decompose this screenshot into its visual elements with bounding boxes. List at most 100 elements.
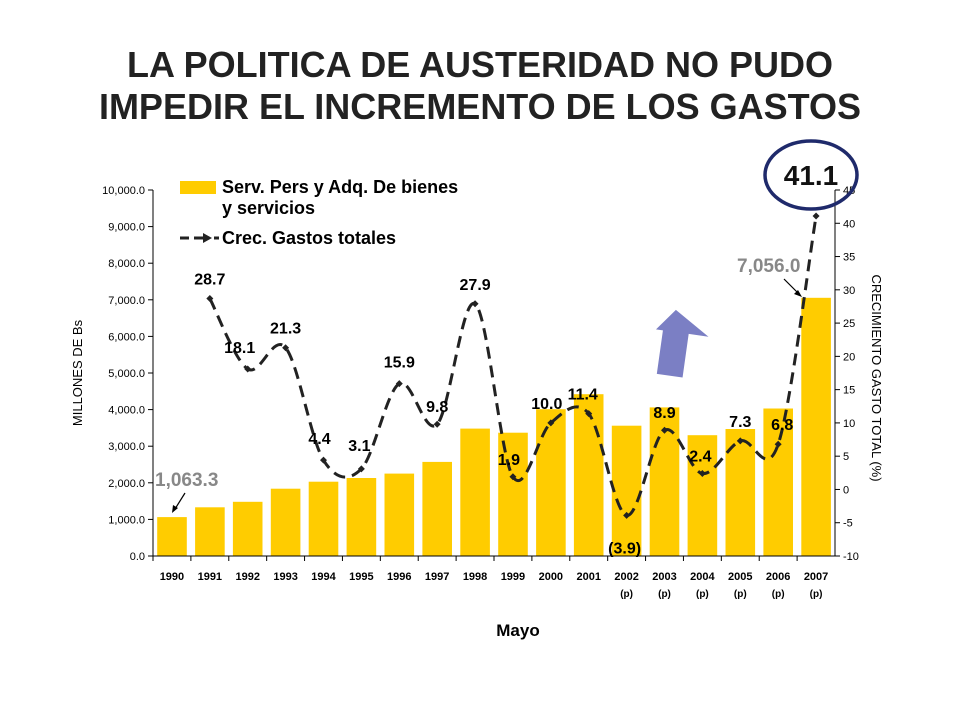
x-tick-label-2000: 2000 [539, 571, 563, 583]
legend-label-bar-line1: Serv. Pers y Adq. De bienes [222, 177, 458, 197]
bar-1992 [232, 501, 263, 556]
growth-label-2001: 11.4 [568, 387, 598, 404]
x-tick-label-2002: 2002 [614, 571, 638, 583]
x-axis-title: Mayo [496, 621, 539, 640]
growth-label-1998: 27.9 [460, 277, 491, 294]
page-title: LA POLITICA DE AUSTERIDAD NO PUDO IMPEDI… [0, 44, 960, 128]
y-tick-label: 2,000.0 [108, 478, 145, 490]
x-tick-label-1990: 1990 [160, 571, 184, 583]
growth-point-2006 [774, 440, 782, 448]
y2-tick-label: 40 [843, 218, 855, 230]
y-tick-label: 8,000.0 [108, 258, 145, 270]
legend-swatch-marker [203, 233, 212, 243]
growth-label-1997: 9.8 [426, 399, 448, 416]
x-tick-label-2005: 2005 [728, 571, 752, 583]
y-tick-label: 3,000.0 [108, 441, 145, 453]
x-tick-label-2006: 2006 [766, 571, 790, 583]
callout-1990-label: 1,063.3 [155, 470, 218, 491]
highlight-ellipse [763, 139, 859, 211]
bar-1995 [346, 478, 377, 556]
growth-label-1994: 4.4 [308, 431, 330, 448]
y-tick-label: 0.0 [130, 551, 145, 563]
y2-axis-title: CRECIMIENTO GASTO TOTAL (%) [869, 274, 884, 481]
y2-tick-label: 20 [843, 351, 855, 363]
growth-point-2002 [623, 511, 631, 519]
x-tick-label-1998: 1998 [463, 571, 487, 583]
growth-point-2001 [585, 410, 593, 418]
x-tick-sublabel-2003: (p) [658, 589, 671, 600]
growth-label-1993: 21.3 [270, 321, 301, 338]
y2-tick-label: 5 [843, 451, 849, 463]
data-labels: 28.7 18.1 21.3 4.4 3.1 15.9 9.8 27.9 1.9 10.0 11.4… [194, 272, 793, 558]
growth-point-2005 [736, 437, 744, 445]
growth-label-2005: 7.3 [729, 414, 751, 431]
growth-label-1991: 28.7 [194, 272, 225, 289]
bar-1997 [422, 461, 452, 556]
x-tick-label-1991: 1991 [198, 571, 222, 583]
callout-2007-arrowhead [794, 290, 802, 297]
y2-tick-label: 0 [843, 484, 849, 496]
growth-point-1996 [395, 380, 403, 388]
x-tick-label-1994: 1994 [311, 571, 336, 583]
x-tick-label-2007: 2007 [804, 571, 828, 583]
bar-2001 [573, 394, 604, 556]
growth-point-1992 [244, 365, 252, 373]
y-tick-label: 5,000.0 [108, 368, 145, 380]
legend-label-bar-line2: y servicios [222, 198, 315, 218]
growth-label-2006: 6.8 [771, 417, 793, 434]
bar-1990 [157, 517, 187, 556]
x-tick-label-2004: 2004 [690, 571, 715, 583]
growth-point-1993 [282, 344, 290, 352]
y2-tick-label: 25 [843, 318, 855, 330]
callout-1990: 1,063.3 [155, 470, 218, 513]
legend-label-line: Crec. Gastos totales [222, 228, 396, 248]
x-tick-label-2001: 2001 [576, 571, 600, 583]
growth-label-1996: 15.9 [384, 355, 415, 372]
growth-point-1995 [357, 465, 365, 473]
bar-series [157, 297, 831, 556]
y-tick-label: 10,000.0 [102, 185, 145, 197]
x-tick-label-1993: 1993 [273, 571, 297, 583]
y2-tick-label: 15 [843, 385, 855, 397]
bar-1991 [195, 507, 225, 556]
legend: Serv. Pers y Adq. De bienes y servicios … [180, 177, 458, 248]
highlight-value-label: 41.1 [784, 160, 839, 191]
bar-1993 [270, 488, 301, 556]
callout-1990-arrow [174, 492, 186, 510]
bar-1994 [308, 481, 339, 556]
x-tick-label-2003: 2003 [652, 571, 676, 583]
y2-tick-label: 10 [843, 418, 855, 430]
growth-point-1997 [433, 420, 441, 428]
bar-1996 [384, 473, 415, 556]
growth-label-2002: (3.9) [608, 540, 641, 557]
bar-2007 [801, 297, 831, 556]
x-tick-sublabel-2005: (p) [734, 589, 747, 600]
growth-line [208, 215, 818, 517]
legend-swatch-bar [180, 181, 216, 194]
bar-2002 [611, 425, 642, 556]
y-tick-label: 7,000.0 [108, 295, 145, 307]
growth-point-1998 [471, 300, 479, 308]
x-tick-label-1992: 1992 [235, 571, 259, 583]
growth-label-1992: 18.1 [224, 340, 255, 357]
growth-label-1995: 3.1 [348, 438, 370, 455]
y2-tick-label: -5 [843, 518, 853, 530]
callout-1990-arrowhead [172, 505, 178, 513]
growth-point-1994 [320, 456, 327, 464]
bar-1998 [460, 428, 490, 556]
growth-label-2000: 10.0 [531, 396, 562, 413]
y-tick-label: 9,000.0 [108, 222, 145, 234]
bar-1999 [498, 432, 528, 556]
up-arrow-icon [656, 309, 709, 378]
x-tick-label-1996: 1996 [387, 571, 411, 583]
y2-tick-label: 35 [843, 252, 855, 264]
y-axis-title: MILLONES DE Bs [70, 319, 85, 426]
y2-tick-label: 30 [843, 285, 855, 297]
growth-point-2004 [698, 469, 706, 477]
x-tick-sublabel-2002: (p) [620, 589, 633, 600]
x-tick-label-1995: 1995 [349, 571, 373, 583]
callout-2007: 7,056.0 [737, 256, 802, 297]
growth-label-1999: 1.9 [498, 452, 520, 469]
growth-point-1991 [206, 294, 214, 302]
callout-2007-label: 7,056.0 [737, 256, 800, 277]
